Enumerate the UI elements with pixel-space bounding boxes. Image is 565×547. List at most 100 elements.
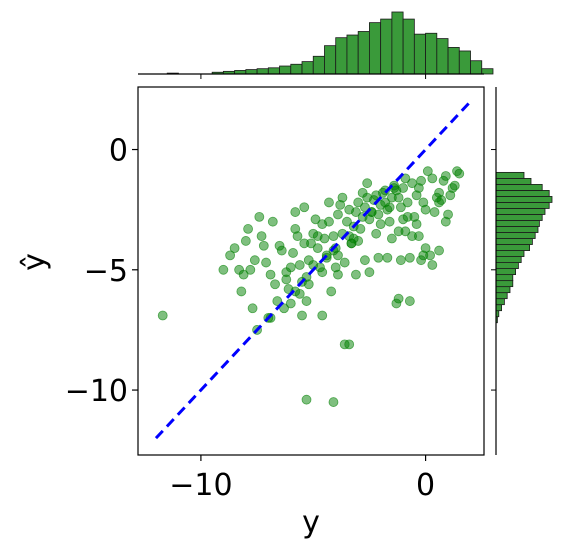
scatter-point: [373, 252, 384, 263]
right-hist-bar: [495, 292, 508, 300]
scatter-point: [301, 296, 312, 306]
scatter-point: [411, 219, 422, 229]
scatter-point: [413, 183, 424, 193]
scatter-point: [429, 207, 440, 217]
top-hist-bar: [346, 34, 359, 75]
scatter-point: [362, 178, 373, 189]
scatter-point: [395, 255, 406, 266]
scatter-point: [391, 298, 402, 309]
scatter-points: [157, 166, 465, 407]
scatter-point: [290, 207, 301, 217]
scatter-point: [317, 267, 328, 278]
top-hist-bar: [425, 32, 438, 75]
scatter-point: [157, 310, 168, 321]
top-hist-bar: [267, 67, 280, 75]
scatter-point: [229, 243, 240, 254]
scatter-point: [279, 303, 289, 314]
scatter-point: [290, 286, 301, 297]
scatter-point: [238, 269, 249, 280]
top-marginal-histogram: [166, 11, 494, 75]
top-hist-bar: [335, 37, 348, 75]
scatter-point: [413, 231, 424, 242]
top-hist-bar: [470, 60, 483, 75]
right-hist-bar: [495, 268, 517, 276]
scatter-point: [245, 264, 256, 275]
right-marginal-histogram: [495, 171, 553, 324]
scatter-point: [384, 216, 395, 227]
scatter-point: [434, 197, 444, 208]
right-hist-bar: [495, 202, 550, 209]
scatter-point: [258, 240, 269, 251]
scatter-point: [404, 252, 415, 263]
scatter-point: [267, 216, 278, 227]
scatter-point: [402, 197, 413, 208]
scatter-point: [274, 240, 285, 251]
scatter-point: [375, 219, 386, 229]
scatter-point: [270, 279, 280, 290]
right-hist-bar: [495, 286, 511, 294]
scatter-point: [272, 296, 283, 306]
y-axis-title: ŷ: [17, 253, 52, 271]
right-hist-bar: [495, 280, 514, 288]
top-hist-ticks: [200, 74, 427, 79]
scatter-point: [360, 202, 370, 213]
scatter-point: [346, 238, 357, 249]
scatter-point: [285, 298, 296, 309]
scatter-point: [400, 173, 411, 184]
scatter-point: [449, 180, 460, 191]
scatter-point: [328, 397, 339, 407]
scatter-point: [317, 310, 328, 321]
scatter-point: [422, 166, 433, 177]
scatter-point: [330, 262, 341, 273]
scatter-point: [404, 296, 415, 306]
scatter-point: [418, 250, 429, 261]
right-hist-bar: [495, 214, 543, 221]
top-hist-bar: [391, 11, 404, 75]
scatter-point: [312, 243, 323, 254]
top-hist-bar: [436, 38, 449, 75]
right-hist-bar: [495, 262, 519, 269]
scatter-point: [337, 192, 348, 203]
top-hist-bar: [290, 63, 303, 75]
scatter-point: [434, 245, 444, 256]
scatter-point: [355, 224, 366, 234]
top-hist-bar: [357, 31, 370, 75]
scatter-point: [324, 197, 334, 208]
scatter-point: [400, 226, 411, 237]
y-tick-label: −5: [84, 254, 128, 289]
right-hist-bar: [495, 184, 543, 191]
top-hist-bar: [245, 69, 258, 75]
right-hist-bar: [495, 171, 525, 179]
right-hist-bar: [495, 220, 540, 227]
top-hist-bar: [413, 33, 426, 75]
scatter-point: [247, 303, 258, 314]
scatter-point: [382, 252, 393, 263]
main-scatter-plot: −10 0 0 −5 −10: [65, 86, 485, 503]
right-hist-bar: [495, 196, 553, 203]
right-hist-bar: [495, 250, 525, 257]
right-hist-bar: [495, 256, 522, 263]
top-hist-bar: [301, 61, 314, 75]
scatter-point: [344, 339, 355, 350]
scatter-point: [236, 286, 247, 297]
right-hist-bar: [495, 298, 505, 306]
scatter-point: [281, 274, 292, 285]
right-hist-bar: [495, 232, 536, 239]
top-hist-bar: [458, 50, 471, 75]
top-hist-bar: [481, 68, 494, 75]
scatter-point: [395, 202, 406, 213]
scatter-point: [326, 286, 337, 297]
scatter-point: [440, 216, 451, 227]
x-axis-ticks: −10 0: [169, 455, 435, 503]
scatter-point: [371, 228, 382, 239]
scatter-point: [218, 264, 229, 275]
top-hist-bar: [324, 45, 337, 75]
scatter-point: [377, 187, 388, 198]
scatter-point: [353, 197, 364, 208]
scatter-point: [380, 197, 391, 208]
scatter-point: [333, 250, 343, 261]
scatter-point: [333, 209, 343, 220]
right-hist-bar: [495, 208, 546, 215]
scatter-point: [407, 178, 418, 189]
